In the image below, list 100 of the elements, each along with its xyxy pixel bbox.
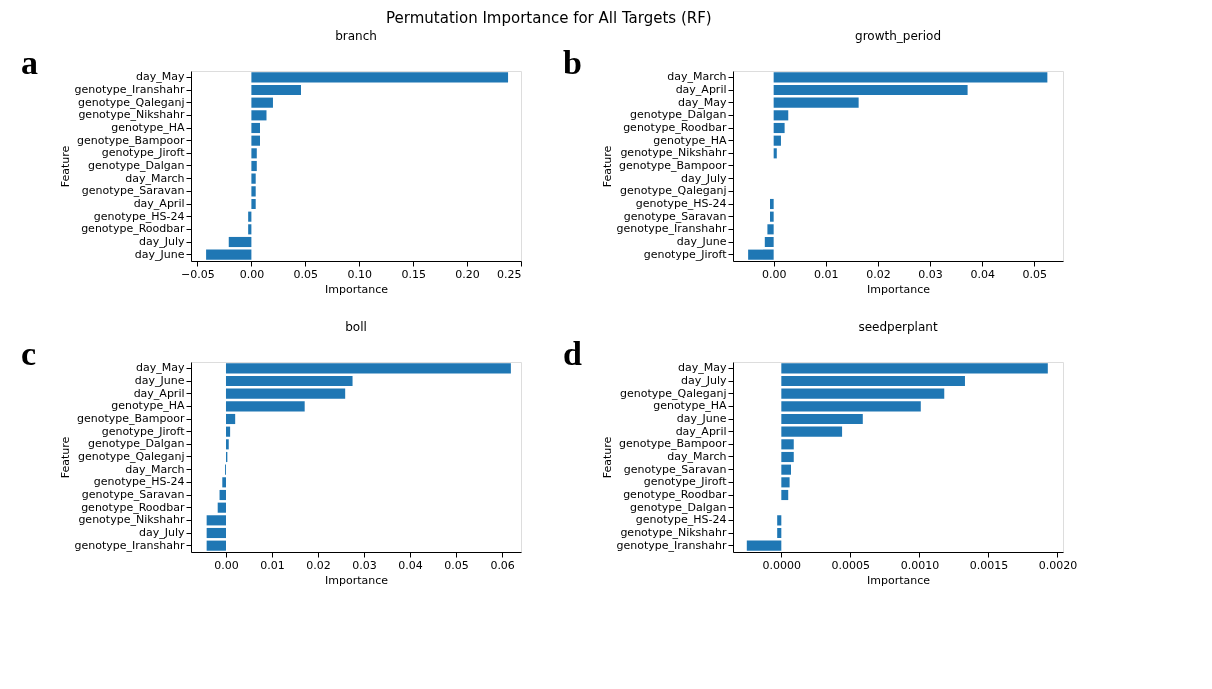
y-tick-label: genotype_HS-24 <box>93 209 185 223</box>
y-tick-label: genotype_Nikshahr <box>78 108 185 122</box>
x-tick-label: −0.05 <box>181 267 215 281</box>
bar <box>773 148 777 159</box>
chart-title: growth_period <box>855 29 941 43</box>
y-tick-label: genotype_Roodbar <box>623 488 727 501</box>
y-tick-label: day_June <box>134 374 185 387</box>
y-tick-label: day_June <box>676 235 727 248</box>
y-tick-label: genotype_Qaleganj <box>78 450 185 463</box>
x-tick-label: 0.04 <box>970 267 995 281</box>
bar <box>781 363 1048 374</box>
y-tick-label: genotype_Dalgan <box>88 159 185 172</box>
bar <box>225 413 236 425</box>
x-tick-label: 0.02 <box>306 558 331 572</box>
y-tick-label: genotype_HA <box>653 133 727 147</box>
bar <box>781 477 790 488</box>
text: c <box>21 335 37 372</box>
y-tick-label: genotype_Jiroft <box>101 146 186 160</box>
bar <box>773 97 859 108</box>
bar <box>251 84 301 96</box>
bar <box>251 148 257 159</box>
y-tick-label: genotype_HS-24 <box>93 475 185 489</box>
y-tick-label: day_April <box>133 386 185 400</box>
bar <box>773 135 781 146</box>
bar <box>777 515 782 526</box>
bar <box>248 224 252 235</box>
y-tick-label: genotype_Iranshahr <box>74 83 185 96</box>
y-tick-label: genotype_Bampoor <box>77 412 185 425</box>
y-tick-label: genotype_Roodbar <box>81 222 185 236</box>
chart-title: branch <box>335 29 377 43</box>
text: b <box>563 44 582 81</box>
bar <box>251 122 261 134</box>
y-tick-label: genotype_Qaleganj <box>620 386 727 400</box>
x-tick-label: 0.03 <box>918 267 943 281</box>
y-tick-label: genotype_Jiroft <box>643 247 728 261</box>
x-axis-title: Importance <box>866 282 931 296</box>
y-tick-label: day_June <box>676 412 727 425</box>
y-tick-label: genotype_Nikshahr <box>78 513 185 527</box>
bar <box>206 540 226 551</box>
bar <box>251 198 256 210</box>
bar <box>781 464 791 475</box>
x-tick-label: 0.0010 <box>900 558 940 572</box>
y-tick-label: genotype_Jiroft <box>101 424 186 438</box>
bar <box>206 515 226 526</box>
y-tick-label: genotype_Bampoor <box>619 159 727 172</box>
y-tick-label: genotype_Iranshahr <box>74 538 185 552</box>
text: a <box>21 44 38 81</box>
x-tick-label: 0.0005 <box>831 558 871 572</box>
y-tick-label: genotype_Saravan <box>81 184 185 198</box>
y-tick-label: day_April <box>675 83 727 96</box>
y-axis-title: Feature <box>58 436 72 479</box>
bar <box>781 439 794 450</box>
y-tick-label: day_March <box>125 171 185 185</box>
bar <box>781 426 843 437</box>
y-tick-label: genotype_HS-24 <box>635 513 727 527</box>
bar <box>748 249 774 260</box>
x-tick-label: 0.00 <box>761 267 787 281</box>
x-tick-label: 0.0020 <box>1038 558 1078 572</box>
y-tick-label: genotype_Nikshahr <box>620 526 727 539</box>
bar <box>222 477 226 488</box>
x-axis-title: Importance <box>324 573 389 587</box>
bar <box>764 236 774 248</box>
bar <box>781 401 921 412</box>
y-tick-label: day_March <box>667 70 727 84</box>
bar <box>206 527 226 539</box>
bar <box>251 186 256 197</box>
y-tick-label: genotype_HA <box>111 121 185 134</box>
bar <box>773 122 785 134</box>
x-tick-label: 0.00 <box>214 558 239 572</box>
x-tick-label: 0.01 <box>260 558 285 572</box>
x-tick-label: 0.02 <box>866 267 891 281</box>
y-tick-label: day_June <box>134 247 185 261</box>
y-tick-label: genotype_Saravan <box>81 488 185 501</box>
y-tick-label: day_May <box>678 361 727 375</box>
bar <box>767 224 774 235</box>
text: d <box>563 335 582 372</box>
x-tick-label: 0.0000 <box>762 558 802 572</box>
y-tick-label: genotype_HS-24 <box>635 197 727 210</box>
y-tick-label: genotype_Saravan <box>623 209 727 223</box>
x-tick-label: 0.04 <box>398 558 423 572</box>
text: Permutation Importance for All Targets (RF) <box>386 8 712 27</box>
chart-title: seedperplant <box>858 320 938 334</box>
x-tick-label: 0.20 <box>455 267 480 281</box>
bar <box>781 375 965 387</box>
bar <box>746 540 782 551</box>
y-tick-label: genotype_Dalgan <box>630 108 727 122</box>
x-tick-label: 0.05 <box>1022 267 1048 281</box>
x-tick-label: 0.05 <box>444 558 469 572</box>
y-tick-label: day_May <box>678 95 727 109</box>
bar <box>770 211 774 222</box>
bar <box>781 413 863 425</box>
y-tick-label: genotype_Roodbar <box>81 500 185 514</box>
y-tick-label: genotype_Jiroft <box>643 475 728 489</box>
y-tick-label: day_May <box>136 70 185 84</box>
x-tick-label: 0.10 <box>347 267 372 281</box>
bar <box>251 97 273 108</box>
y-tick-label: genotype_Iranshahr <box>616 222 727 236</box>
y-tick-label: day_July <box>138 235 185 248</box>
y-tick-label: day_July <box>138 526 185 539</box>
bar <box>251 173 256 184</box>
